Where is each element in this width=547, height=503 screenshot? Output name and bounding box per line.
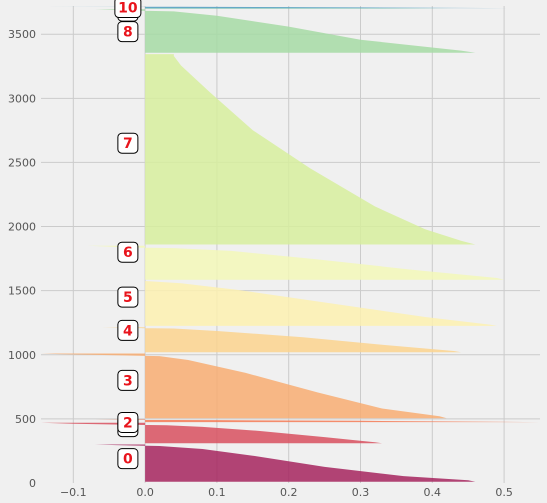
silhouette-bars [41,6,540,482]
y-tick-label: 0 [29,477,36,490]
cluster-label-box [117,411,139,433]
cluster-3-silhouette [41,353,447,419]
x-tick-label: 0.2 [280,486,298,499]
cluster-label-text: 6 [123,245,133,261]
cluster-6-silhouette [87,245,505,280]
cluster-label-10: 10 [114,0,142,19]
cluster-label-6: 6 [117,241,139,263]
y-tick-label: 500 [15,413,36,426]
cluster-label-box [117,132,139,154]
cluster-label-box [117,369,139,391]
cluster-label-box [117,286,139,308]
cluster-label-4: 4 [117,319,139,341]
cluster-labels: 012345678910 [114,0,142,470]
cluster-1-silhouette [41,422,383,444]
cluster-label-8: 8 [117,21,139,43]
cluster-label-text: 2 [123,415,133,431]
cluster-2-silhouette [94,419,540,423]
cluster-label-box [117,241,139,263]
cluster-4-silhouette [102,327,462,353]
x-tick-label: 0.0 [136,486,154,499]
cluster-5-silhouette [145,281,497,326]
x-tick-label: 0.1 [208,486,226,499]
x-tick-label: −0.1 [60,486,87,499]
cluster-8-silhouette [94,9,476,53]
cluster-7-silhouette [145,54,476,245]
x-tick-label: 0.5 [495,486,513,499]
cluster-label-text: 0 [123,452,133,468]
cluster-label-text: 10 [118,1,138,17]
tick-labels: −0.1 0.0 0.1 0.2 0.3 0.4 0.5050010001500200025… [8,28,513,499]
y-tick-label: 2500 [8,156,36,169]
cluster-label-5: 5 [117,286,139,308]
cluster-label-box [117,448,139,470]
cluster-label-box [114,0,142,19]
y-tick-label: 3500 [8,28,36,41]
cluster-label-text: 4 [123,323,133,339]
y-tick-label: 1000 [8,349,36,362]
cluster-label-text: 3 [123,373,133,389]
x-tick-label: 0.3 [352,486,370,499]
cluster-10-silhouette [41,6,533,9]
cluster-label-text: 5 [123,290,133,306]
y-tick-label: 3000 [8,92,36,105]
cluster-label-text: 8 [123,25,133,41]
cluster-label-box [117,21,139,43]
cluster-label-2: 2 [117,411,139,433]
cluster-label-7: 7 [117,132,139,154]
cluster-label-0: 0 [117,448,139,470]
cluster-0-silhouette [94,444,476,482]
x-tick-label: 0.4 [424,486,442,499]
cluster-label-3: 3 [117,369,139,391]
y-tick-label: 2000 [8,221,36,234]
y-tick-label: 1500 [8,285,36,298]
cluster-label-text: 7 [123,136,133,152]
cluster-label-box [117,319,139,341]
